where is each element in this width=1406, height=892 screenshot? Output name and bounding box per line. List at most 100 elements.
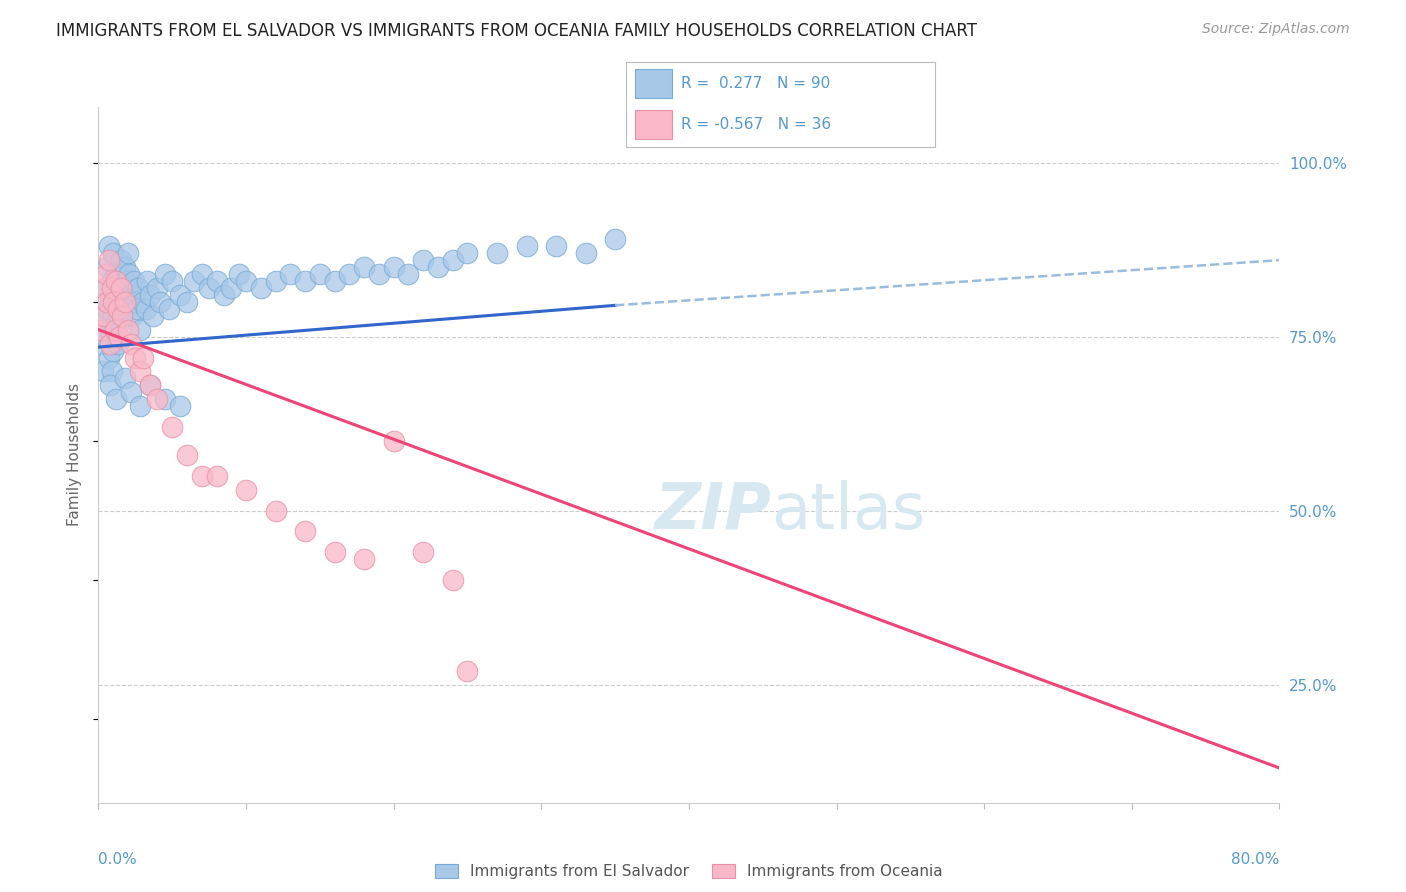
Point	[103, 343, 125, 358]
Point	[114, 294, 136, 309]
Point	[127, 281, 149, 295]
Point	[105, 316, 128, 330]
Point	[110, 253, 132, 268]
Point	[125, 301, 148, 316]
Point	[97, 253, 120, 268]
Point	[122, 274, 145, 288]
Point	[235, 483, 257, 497]
Point	[169, 288, 191, 302]
Point	[183, 274, 205, 288]
Point	[120, 288, 142, 302]
Point	[115, 274, 138, 288]
Point	[139, 288, 162, 302]
Point	[353, 260, 375, 274]
Point	[515, 239, 537, 253]
Point	[149, 294, 172, 309]
FancyBboxPatch shape	[636, 110, 672, 139]
Point	[110, 294, 132, 309]
Point	[96, 301, 118, 316]
Point	[117, 294, 139, 309]
Point	[91, 281, 114, 295]
Point	[124, 351, 146, 365]
Text: ZIP: ZIP	[655, 480, 772, 541]
Point	[108, 316, 131, 330]
Point	[294, 274, 316, 288]
Point	[98, 323, 121, 337]
Point	[264, 274, 287, 288]
Point	[162, 274, 183, 288]
Point	[105, 267, 128, 281]
Point	[103, 294, 125, 309]
Point	[100, 281, 122, 295]
Point	[441, 573, 464, 587]
Point	[128, 399, 150, 413]
Point	[108, 274, 131, 288]
Point	[93, 309, 115, 323]
Point	[111, 309, 134, 323]
Text: R =  0.277   N = 90: R = 0.277 N = 90	[682, 76, 831, 91]
Point	[91, 364, 114, 378]
Point	[120, 385, 142, 400]
Point	[136, 274, 159, 288]
Point	[176, 294, 198, 309]
Point	[107, 294, 129, 309]
Point	[153, 267, 176, 281]
Point	[157, 301, 180, 316]
Point	[235, 274, 257, 288]
Point	[162, 420, 183, 434]
Point	[368, 267, 391, 281]
Y-axis label: Family Households: Family Households	[67, 384, 83, 526]
Point	[456, 246, 478, 260]
Point	[169, 399, 191, 413]
Legend: Immigrants from El Salvador, Immigrants from Oceania: Immigrants from El Salvador, Immigrants …	[429, 858, 949, 886]
Point	[546, 239, 568, 253]
Point	[146, 281, 169, 295]
Point	[574, 246, 596, 260]
Point	[396, 267, 419, 281]
Point	[228, 267, 250, 281]
Point	[132, 294, 155, 309]
Point	[97, 351, 120, 365]
Point	[94, 329, 117, 343]
Point	[105, 274, 128, 288]
Point	[90, 336, 112, 351]
Point	[135, 301, 157, 316]
Point	[103, 309, 125, 323]
Point	[98, 336, 121, 351]
Point	[486, 246, 509, 260]
Point	[219, 281, 242, 295]
Point	[128, 364, 150, 378]
Point	[105, 392, 128, 407]
Point	[97, 239, 120, 253]
Point	[132, 351, 155, 365]
Point	[111, 309, 134, 323]
Point	[100, 364, 122, 378]
Point	[98, 378, 121, 392]
Point	[191, 267, 214, 281]
Point	[96, 294, 118, 309]
Point	[382, 434, 405, 448]
Point	[104, 323, 127, 337]
Point	[128, 323, 150, 337]
Point	[108, 329, 131, 343]
Point	[339, 267, 360, 281]
Point	[118, 267, 141, 281]
Point	[427, 260, 450, 274]
Point	[114, 260, 136, 274]
Point	[605, 232, 627, 246]
Point	[117, 246, 139, 260]
Point	[198, 281, 221, 295]
Point	[94, 281, 117, 295]
Text: atlas: atlas	[772, 480, 927, 541]
Point	[146, 392, 169, 407]
Point	[96, 260, 118, 274]
Point	[309, 267, 332, 281]
Text: IMMIGRANTS FROM EL SALVADOR VS IMMIGRANTS FROM OCEANIA FAMILY HOUSEHOLDS CORRELA: IMMIGRANTS FROM EL SALVADOR VS IMMIGRANT…	[56, 22, 977, 40]
Point	[120, 336, 142, 351]
Point	[114, 371, 136, 385]
Point	[205, 274, 228, 288]
Point	[412, 545, 434, 559]
Point	[412, 253, 434, 268]
Point	[110, 281, 132, 295]
Point	[112, 288, 135, 302]
